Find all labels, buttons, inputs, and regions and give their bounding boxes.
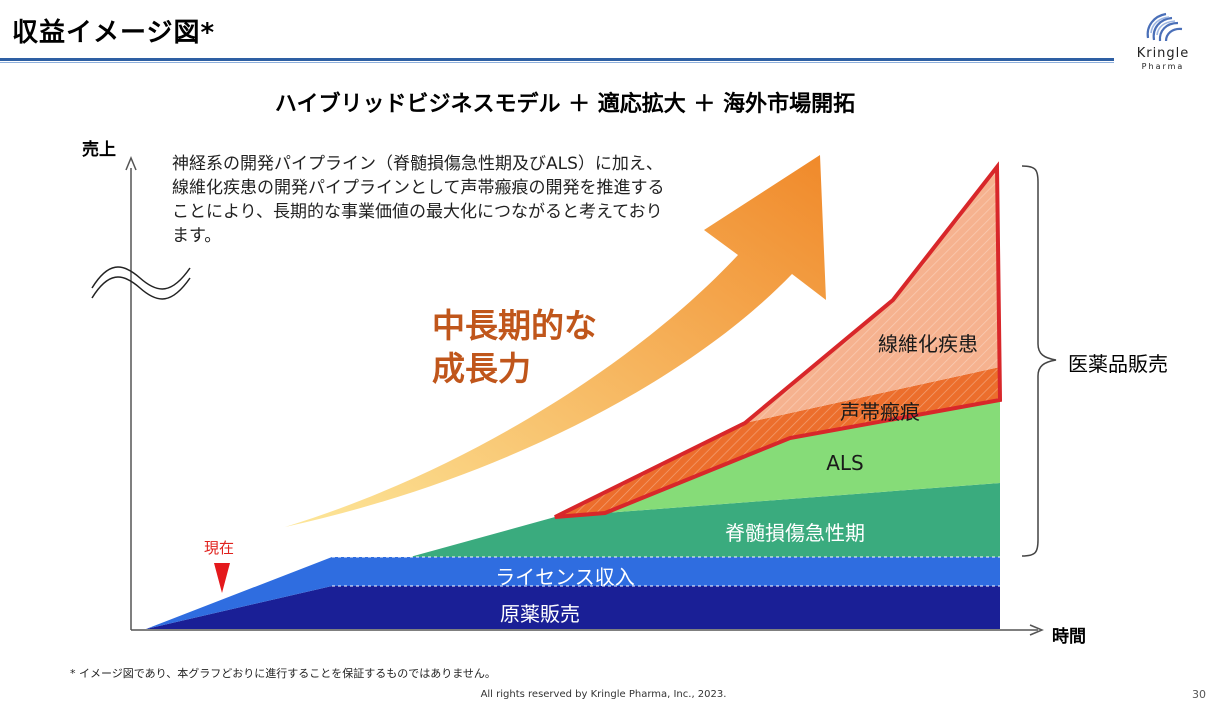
axis-break-symbol: [91, 266, 191, 300]
logo-subname: Pharma: [1141, 62, 1185, 71]
title-rule-thin: [0, 62, 1114, 63]
segment-license: [146, 557, 1000, 629]
segment-als: [605, 400, 1000, 513]
segment-label-vocal-scar: 声帯瘢痕: [840, 400, 920, 424]
growth-arrow: [285, 155, 826, 527]
page-number: 30: [1192, 688, 1206, 701]
current-marker-icon: [214, 563, 230, 593]
copyright: All rights reserved by Kringle Pharma, I…: [480, 689, 727, 700]
kringle-logo-icon: [1146, 12, 1183, 42]
x-axis-arrowhead: [1029, 624, 1044, 636]
y-axis-arrowhead: [125, 156, 137, 171]
segment-label-spinal-cord: 脊髄損傷急性期: [725, 521, 865, 545]
growth-label-line2: 成長力: [432, 349, 531, 388]
company-logo: Kringle Pharma: [1128, 4, 1198, 72]
logo-name: Kringle: [1136, 46, 1190, 61]
diagram-subtitle: ハイブリッドビジネスモデル ＋ 適応拡大 ＋ 海外市場開拓: [274, 92, 856, 117]
segment-label-raw-materials: 原薬販売: [500, 602, 580, 626]
title-rule: [0, 58, 1114, 61]
bracket-label-pharma-sales: 医薬品販売: [1068, 352, 1168, 376]
growth-label: 中長期的な 成長力: [432, 304, 652, 390]
segment-spinal-cord: [410, 483, 1000, 557]
current-marker-label: 現在: [204, 539, 235, 557]
y-axis-label: 売上: [82, 140, 116, 160]
segment-raw-materials: [146, 586, 1000, 629]
x-axis-label: 時間: [1052, 627, 1086, 647]
pipeline-description: 神経系の開発パイプライン（脊髄損傷急性期及びALS）に加え、線維化疾患の開発パイ…: [172, 154, 665, 246]
segment-label-license: ライセンス収入: [495, 565, 635, 589]
segment-label-fibrosis: 線維化疾患: [878, 332, 978, 356]
segment-fibrosis-hatch: [745, 167, 1000, 423]
segment-label-als: ALS: [826, 451, 864, 475]
future-pipeline-outline: [554, 161, 1003, 519]
footnote: * イメージ図であり、本グラフどおりに進行することを保証するものではありません。: [70, 667, 496, 680]
growth-label-line1: 中長期的な: [432, 306, 597, 345]
pharma-sales-bracket: [1021, 165, 1057, 557]
page-title: 収益イメージ図*: [12, 18, 216, 48]
